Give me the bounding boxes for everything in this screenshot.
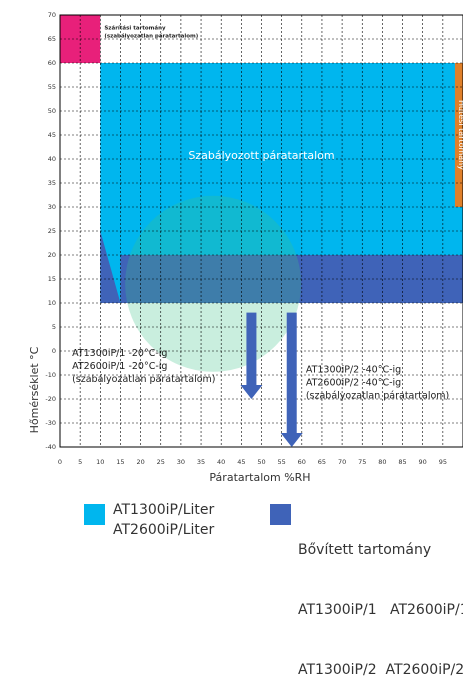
legend-line: AT2600iP/Liter bbox=[113, 522, 215, 538]
region-label: Szárítási tartomány bbox=[104, 24, 166, 31]
arrow-head bbox=[280, 433, 303, 447]
x-tick-label: 75 bbox=[358, 458, 366, 466]
legend-line: Bővített tartomány bbox=[298, 542, 432, 558]
legend-line: AT1300iP/2 AT2600iP/2 bbox=[298, 662, 463, 678]
region-4 bbox=[454, 63, 463, 207]
y-tick-label: 10 bbox=[48, 299, 56, 307]
x-tick-label: 10 bbox=[96, 458, 104, 466]
x-tick-label: 50 bbox=[257, 458, 265, 466]
x-tick-label: 70 bbox=[338, 458, 346, 466]
annotation-text: AT1300iP/1 -20°C-ig bbox=[72, 348, 167, 359]
y-axis-label: Hőmérséklet °C bbox=[28, 346, 41, 434]
x-tick-label: 85 bbox=[398, 458, 406, 466]
y-tick-label: -20 bbox=[45, 395, 56, 403]
y-tick-label: 45 bbox=[48, 131, 56, 139]
x-tick-label: 80 bbox=[378, 458, 386, 466]
x-tick-label: 60 bbox=[298, 458, 306, 466]
x-tick-label: 45 bbox=[237, 458, 245, 466]
x-tick-label: 95 bbox=[439, 458, 447, 466]
y-tick-label: 15 bbox=[48, 275, 56, 283]
x-tick-label: 90 bbox=[419, 458, 427, 466]
x-tick-label: 5 bbox=[78, 458, 82, 466]
annotation-text: AT2600iP/2 -40°C-ig bbox=[306, 378, 401, 389]
x-axis-label: Páratartalom %RH bbox=[209, 471, 311, 484]
y-tick-label: 5 bbox=[52, 323, 56, 331]
x-tick-label: 65 bbox=[318, 458, 326, 466]
y-tick-label: 30 bbox=[48, 203, 56, 211]
y-tick-label: 60 bbox=[48, 59, 56, 67]
watermark-circle bbox=[125, 195, 302, 372]
chart: 0 5 10 15 20 25 30 35 40 45 50 55 60 65 70 75 80 85 90 95-4… bbox=[45, 11, 463, 466]
legend-swatch-controlled bbox=[84, 504, 105, 525]
legend-item-extended: Bővített tartomány AT1300iP/1 AT2600iP/1… bbox=[298, 500, 463, 700]
y-tick-label: 65 bbox=[48, 35, 56, 43]
y-tick-label: 20 bbox=[48, 251, 56, 259]
region-label: Szabályozott páratartalom bbox=[188, 149, 334, 162]
region-3 bbox=[120, 255, 463, 303]
legend-item-controlled: AT1300iP/Liter AT2600iP/Liter bbox=[113, 500, 214, 540]
annotation-text: AT2600iP/1 -20°C-ig bbox=[72, 361, 167, 372]
y-tick-label: -10 bbox=[45, 371, 56, 379]
y-tick-label: 25 bbox=[48, 227, 56, 235]
y-tick-label: 0 bbox=[52, 347, 56, 355]
legend-line: AT1300iP/1 AT2600iP/1 bbox=[298, 602, 463, 618]
y-tick-label: 50 bbox=[48, 107, 56, 115]
arrow-shaft bbox=[286, 312, 297, 433]
legend-swatch-extended bbox=[270, 504, 291, 525]
x-tick-label: 0 bbox=[58, 458, 62, 466]
region-label: (szabályozatlan páratartalom) bbox=[104, 32, 198, 39]
arrow-head bbox=[240, 385, 263, 399]
x-tick-label: 35 bbox=[197, 458, 205, 466]
y-tick-label: -40 bbox=[45, 443, 56, 451]
x-tick-label: 55 bbox=[278, 458, 286, 466]
legend-line: AT1300iP/Liter bbox=[113, 502, 215, 518]
region-label: Hűtési tartomány bbox=[457, 100, 463, 170]
x-tick-label: 30 bbox=[177, 458, 185, 466]
arrow-shaft bbox=[246, 312, 257, 385]
x-tick-label: 25 bbox=[157, 458, 165, 466]
annotation-text: (szabályozatlan páratartalom) bbox=[306, 391, 449, 402]
y-tick-label: 40 bbox=[48, 155, 56, 163]
annotation-text: (szabályozatlan páratartalom) bbox=[72, 374, 215, 385]
y-tick-label: 70 bbox=[48, 11, 56, 19]
y-tick-label: 55 bbox=[48, 83, 56, 91]
y-tick-label: -30 bbox=[45, 419, 56, 427]
x-tick-label: 20 bbox=[136, 458, 144, 466]
region-2 bbox=[100, 231, 121, 303]
annotation-text: AT1300iP/2 -40°C-ig bbox=[306, 365, 401, 376]
x-tick-label: 40 bbox=[217, 458, 225, 466]
y-tick-label: 35 bbox=[48, 179, 56, 187]
x-tick-label: 15 bbox=[116, 458, 124, 466]
